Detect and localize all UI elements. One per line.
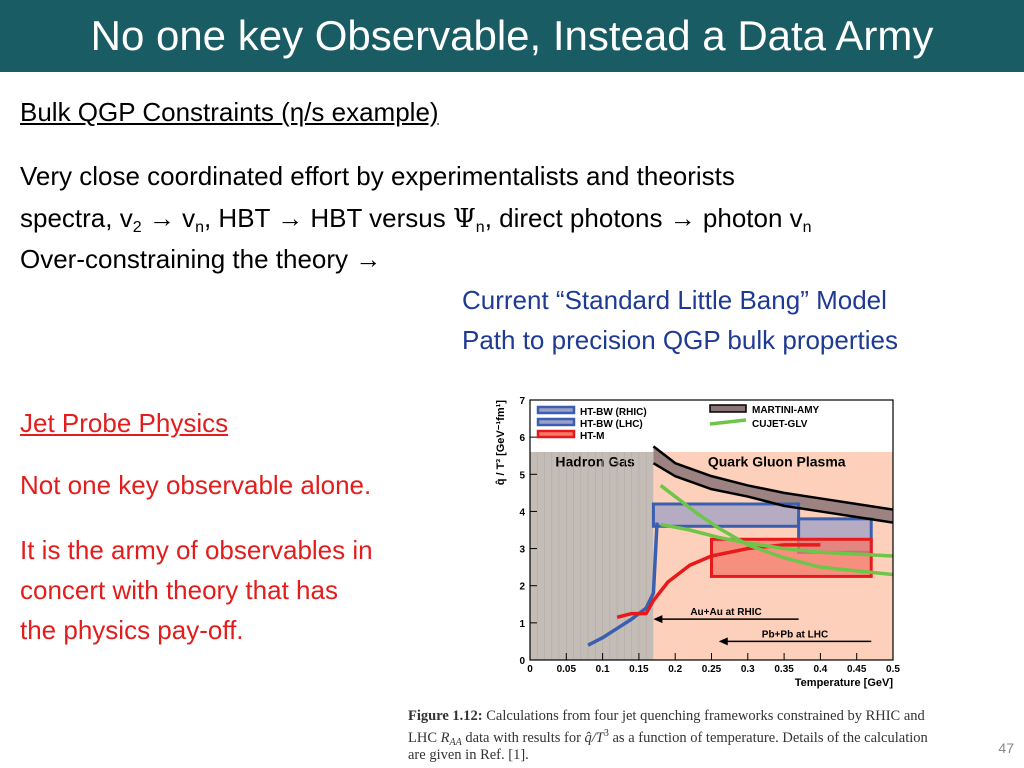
line-coordinated-effort: Very close coordinated effort by experim…	[20, 161, 735, 191]
annotation-0: Au+Au at RHIC	[690, 607, 761, 618]
legend-label-4: CUJET-GLV	[752, 419, 808, 430]
y-tick-label: 3	[519, 545, 525, 556]
jet-line-2b: concert with theory that has	[20, 575, 338, 605]
y-tick-label: 4	[519, 507, 525, 518]
legend-swatch-3	[709, 404, 747, 413]
box-ht-bw-rhic-	[651, 502, 801, 528]
region-label-qgp: Quark Gluon Plasma	[708, 453, 846, 469]
legend-label-3: MARTINI-AMY	[752, 405, 820, 416]
model-line-2: Path to precision QGP bulk properties	[462, 325, 898, 355]
x-tick-label: 0.2	[668, 664, 682, 675]
y-tick-label: 1	[519, 619, 525, 630]
legend-label-2: HT-M	[580, 431, 604, 442]
y-tick-label: 5	[519, 470, 525, 481]
line-over-constraining: Over-constraining the theory →	[20, 244, 382, 274]
x-axis-label: Temperature [GeV]	[795, 677, 894, 689]
series-martini-amy-lower	[652, 462, 894, 524]
legend-swatch-1	[536, 417, 576, 427]
arrow-head-0	[653, 615, 663, 624]
x-tick-label: 0.3	[741, 664, 755, 675]
arrow-head-1	[718, 637, 728, 646]
martini-band	[653, 446, 893, 523]
title-bar	[0, 0, 1024, 72]
bulk-heading: Bulk QGP Constraints (η/s example)	[20, 97, 439, 127]
jet-line-2a: It is the army of observables in	[20, 535, 373, 565]
jet-heading: Jet Probe Physics	[20, 408, 229, 438]
annotation-1: Pb+Pb at LHC	[762, 629, 828, 640]
line-observables: spectra, v2 → vn, HBT → HBT versus Ψn, d…	[20, 203, 812, 236]
legend-label-1: HT-BW (LHC)	[580, 419, 643, 430]
page-number: 47	[998, 740, 1014, 756]
region-0	[530, 452, 654, 660]
legend-swatch-4	[709, 418, 747, 426]
x-tick-label: 0.35	[774, 664, 794, 675]
series-martini-amy-upper	[652, 445, 894, 511]
jet-line-2c: the physics pay-off.	[20, 615, 244, 645]
series-cujet-glv-low	[660, 522, 894, 558]
y-tick-label: 7	[519, 396, 525, 407]
y-tick-label: 2	[519, 582, 525, 593]
jet-line-1: Not one key observable alone.	[20, 470, 372, 500]
x-tick-label: 0.05	[557, 664, 577, 675]
model-line-1: Current “Standard Little Bang” Model	[462, 285, 887, 315]
x-tick-label: 0.25	[702, 664, 722, 675]
series-ht-bw-rhic-	[587, 522, 659, 647]
x-tick-label: 0.45	[847, 664, 867, 675]
legend-label-0: HT-BW (RHIC)	[580, 407, 647, 418]
x-tick-label: 0.5	[886, 664, 900, 675]
x-tick-label: 0.1	[596, 664, 610, 675]
x-tick-label: 0	[527, 664, 533, 675]
legend-swatch-0	[536, 405, 576, 415]
y-tick-label: 6	[519, 433, 525, 444]
legend-swatch-2	[536, 429, 576, 439]
y-axis-label: q̂ / T³ [GeV⁻¹fm¹]	[495, 400, 507, 486]
x-tick-label: 0.4	[813, 664, 827, 675]
series-cujet-glv-high	[659, 484, 894, 577]
x-tick-label: 0.15	[629, 664, 649, 675]
y-tick-label: 0	[519, 656, 525, 667]
slide-title: No one key Observable, Instead a Data Ar…	[90, 12, 934, 59]
figure-caption: Figure 1.12: Calculations from four jet …	[408, 708, 928, 763]
